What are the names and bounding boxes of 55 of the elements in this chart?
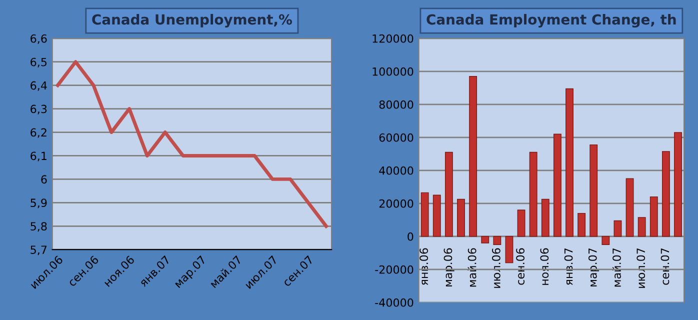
bar [578, 212, 586, 237]
bar [420, 192, 429, 237]
x-tick-label: ноя.06 [540, 248, 549, 285]
y-tick-label: 6,5 [30, 58, 47, 68]
x-tick-label: сен.06 [516, 248, 525, 285]
y-tick-label: -40000 [375, 298, 414, 307]
bar [493, 236, 502, 245]
y-tick-label: 0 [408, 232, 414, 241]
bar [529, 152, 538, 237]
bar [457, 198, 465, 237]
y-tick-label: 100000 [372, 67, 414, 76]
y-tick-label: 5,7 [30, 246, 47, 256]
y-tick-label: 6,2 [30, 128, 46, 138]
y-tick-label: 6 [41, 175, 47, 184]
bar [590, 144, 598, 237]
bar [432, 194, 441, 237]
bar [638, 217, 646, 237]
x-tick-label: май.07 [612, 248, 621, 287]
y-tick-label: 120000 [372, 34, 414, 43]
bar [444, 152, 453, 237]
x-tick-label: июл.07 [636, 248, 646, 288]
y-tick-label: 20000 [379, 199, 414, 208]
x-tick-label: май.06 [468, 248, 476, 287]
bar [626, 178, 634, 237]
x-tick-label: сен.07 [660, 248, 670, 285]
y-tick-label: 6,3 [30, 104, 47, 114]
bar [674, 132, 682, 237]
x-tick-label: мар.07 [588, 248, 599, 286]
y-tick-label: 6,6 [30, 34, 47, 44]
bar [469, 76, 478, 237]
chart-title: Canada Employment Change, th [426, 14, 676, 28]
y-tick-label: -20000 [375, 265, 414, 274]
x-tick-label: янв.07 [564, 248, 573, 286]
y-tick-label: 6,4 [30, 81, 47, 91]
x-tick-label: янв.06 [420, 248, 428, 286]
bar [481, 236, 490, 244]
y-tick-label: 40000 [379, 166, 414, 175]
bar [662, 151, 670, 237]
bar [505, 236, 514, 264]
x-tick-label: мар.06 [444, 248, 454, 286]
bar [566, 88, 574, 237]
y-tick-label: 5,8 [30, 222, 47, 232]
y-tick-label: 60000 [379, 133, 414, 142]
y-tick-label: 6,1 [30, 152, 46, 162]
bar [650, 196, 658, 237]
x-tick-label: июл.06 [492, 248, 500, 288]
bar [614, 220, 622, 237]
chart-title: Canada Unemployment,% [92, 14, 292, 28]
y-tick-label: 80000 [379, 100, 414, 109]
y-tick-label: 5,9 [30, 198, 47, 208]
bar [517, 210, 526, 237]
bar [602, 236, 610, 245]
bar [541, 198, 550, 237]
line-series [56, 60, 328, 228]
bar [553, 134, 562, 237]
